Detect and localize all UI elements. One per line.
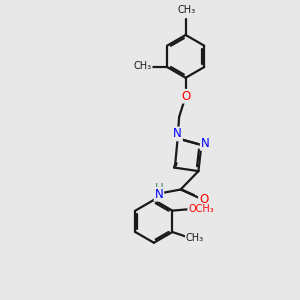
Text: N: N xyxy=(201,137,209,150)
Text: CH₃: CH₃ xyxy=(177,5,195,15)
Text: N: N xyxy=(154,188,163,201)
Text: H: H xyxy=(154,182,163,195)
Text: O: O xyxy=(199,193,208,206)
Text: N: N xyxy=(173,128,182,140)
Text: OCH₃: OCH₃ xyxy=(188,204,214,214)
Text: O: O xyxy=(181,90,190,103)
Text: CH₃: CH₃ xyxy=(134,61,152,71)
Text: CH₃: CH₃ xyxy=(186,233,204,243)
